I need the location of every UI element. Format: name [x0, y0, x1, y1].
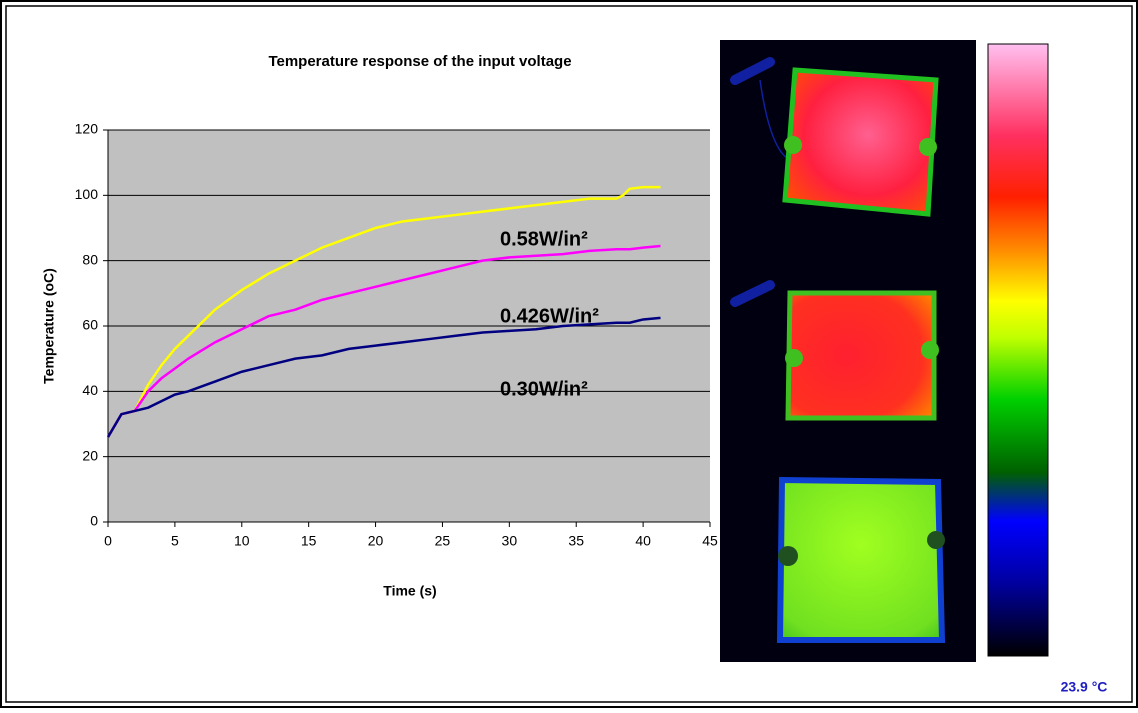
series-label: 0.58W/in² — [500, 228, 588, 250]
y-tick-label: 60 — [82, 317, 98, 333]
board-hot — [788, 293, 934, 418]
spot-reading: 23.9 °C — [1061, 679, 1108, 695]
y-tick-label: 0 — [90, 513, 98, 529]
notch — [778, 546, 798, 566]
x-axis-title: Time (s) — [383, 583, 436, 599]
x-tick-label: 35 — [568, 533, 584, 549]
notch — [785, 349, 803, 367]
color-scale: 23.9 °C — [988, 44, 1107, 695]
x-tick-label: 10 — [234, 533, 250, 549]
y-tick-label: 80 — [82, 251, 98, 267]
board-warm — [780, 480, 942, 640]
x-tick-label: 45 — [702, 533, 718, 549]
x-tick-label: 15 — [301, 533, 317, 549]
x-tick-label: 30 — [502, 533, 518, 549]
chart: Temperature response of the input voltag… — [41, 53, 718, 599]
y-tick-label: 120 — [75, 121, 99, 137]
x-tick-label: 40 — [635, 533, 651, 549]
x-tick-label: 20 — [368, 533, 384, 549]
thermal-images — [720, 40, 976, 662]
x-tick-label: 5 — [171, 533, 179, 549]
notch — [921, 341, 939, 359]
y-tick-label: 20 — [82, 447, 98, 463]
y-tick-label: 100 — [75, 186, 99, 202]
x-tick-label: 0 — [104, 533, 112, 549]
notch — [784, 136, 802, 154]
figure: 110.0 °C99.2 °C88.4 °C77.6 °C66.9 °C56.1… — [0, 0, 1138, 708]
notch — [919, 138, 937, 156]
y-tick-label: 40 — [82, 382, 98, 398]
x-tick-label: 25 — [435, 533, 451, 549]
chart-title: Temperature response of the input voltag… — [268, 53, 571, 70]
board-hot — [785, 70, 936, 214]
y-axis-title: Temperature (oC) — [41, 268, 57, 384]
color-bar — [988, 44, 1048, 656]
series-label: 0.30W/in² — [500, 378, 588, 400]
notch — [927, 531, 945, 549]
